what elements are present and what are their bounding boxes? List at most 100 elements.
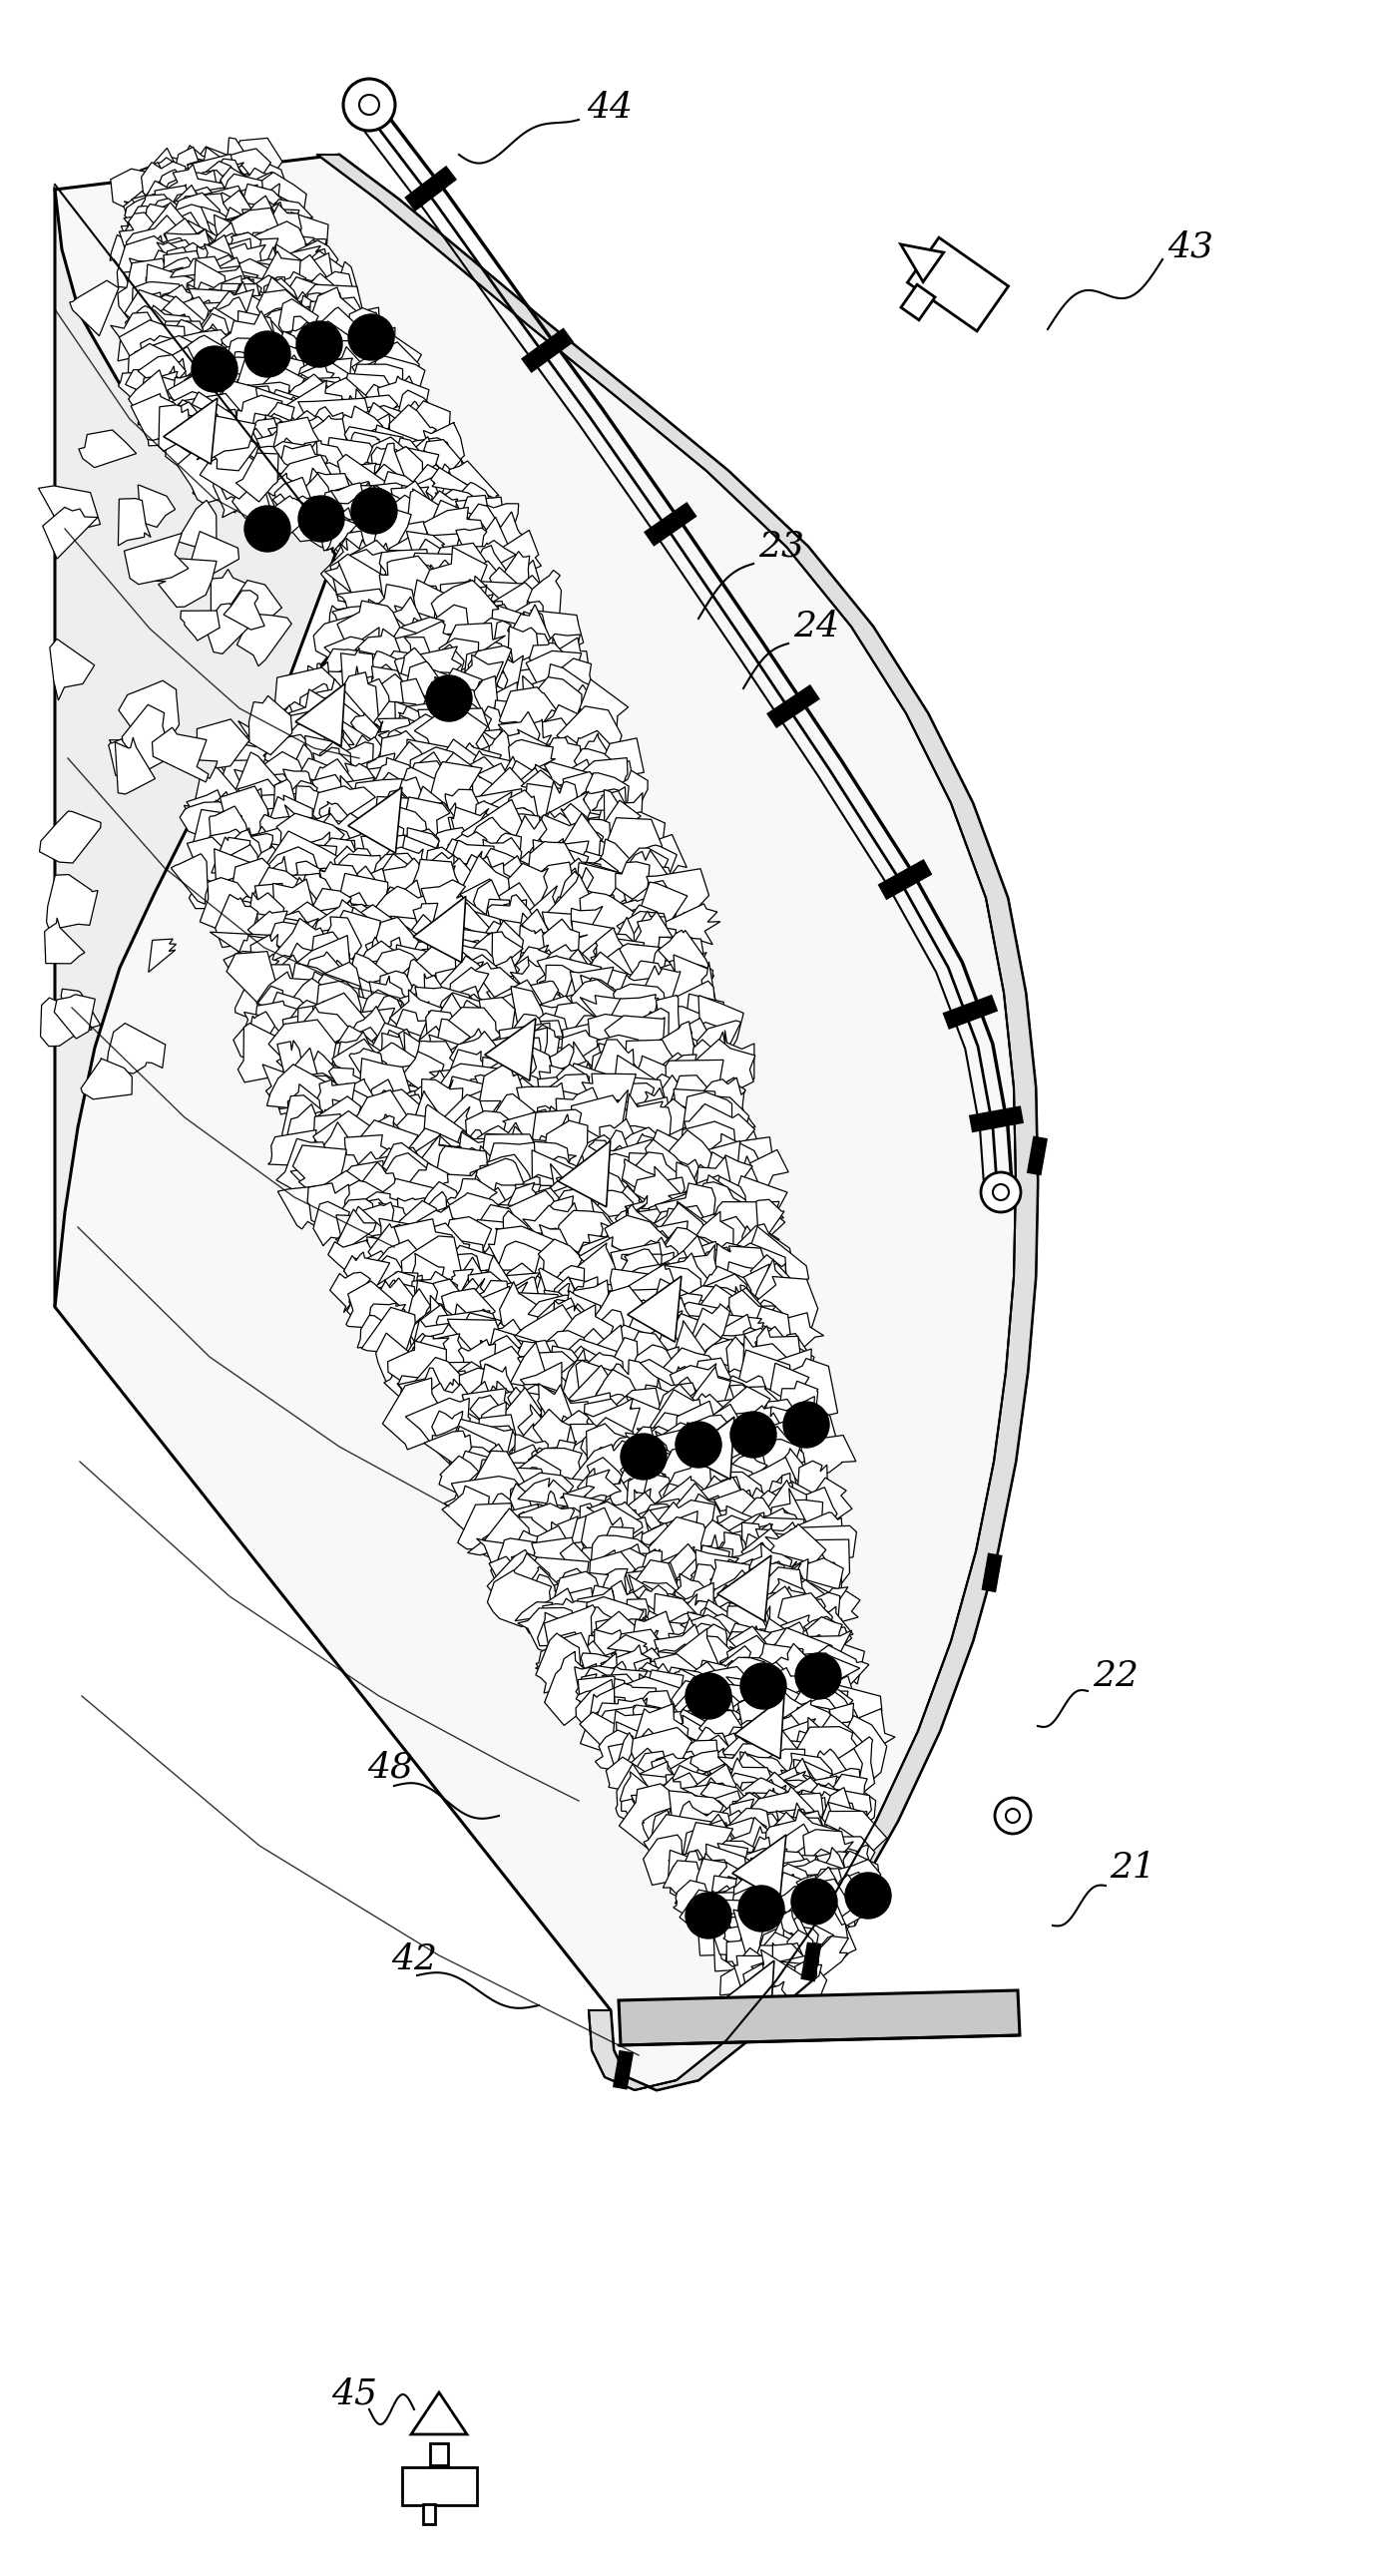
Polygon shape bbox=[653, 904, 720, 945]
Polygon shape bbox=[227, 770, 287, 817]
Polygon shape bbox=[301, 417, 341, 459]
Polygon shape bbox=[529, 644, 574, 680]
Polygon shape bbox=[278, 724, 338, 768]
Polygon shape bbox=[220, 386, 278, 412]
Polygon shape bbox=[676, 1314, 725, 1347]
Polygon shape bbox=[196, 314, 229, 345]
Polygon shape bbox=[368, 1303, 405, 1342]
Polygon shape bbox=[459, 742, 502, 786]
Polygon shape bbox=[602, 1564, 649, 1613]
Polygon shape bbox=[539, 1267, 572, 1319]
Polygon shape bbox=[247, 912, 287, 953]
Polygon shape bbox=[695, 1669, 727, 1695]
Polygon shape bbox=[482, 884, 544, 943]
Polygon shape bbox=[224, 428, 293, 489]
Polygon shape bbox=[691, 1842, 730, 1883]
Polygon shape bbox=[585, 773, 629, 819]
Polygon shape bbox=[300, 1123, 361, 1182]
Polygon shape bbox=[706, 1337, 745, 1373]
Polygon shape bbox=[368, 938, 404, 981]
Polygon shape bbox=[703, 1401, 747, 1443]
Polygon shape bbox=[316, 1110, 360, 1151]
Polygon shape bbox=[172, 198, 217, 237]
Polygon shape bbox=[697, 1600, 741, 1654]
Polygon shape bbox=[508, 912, 556, 958]
Polygon shape bbox=[164, 407, 217, 459]
Polygon shape bbox=[808, 1592, 840, 1623]
Polygon shape bbox=[253, 350, 298, 392]
Polygon shape bbox=[183, 374, 234, 433]
Polygon shape bbox=[796, 1461, 831, 1517]
Polygon shape bbox=[282, 744, 320, 801]
Polygon shape bbox=[183, 283, 227, 319]
Polygon shape bbox=[736, 1337, 785, 1388]
Polygon shape bbox=[556, 706, 622, 768]
Polygon shape bbox=[500, 706, 539, 734]
Polygon shape bbox=[776, 1677, 833, 1731]
Polygon shape bbox=[574, 1667, 636, 1718]
Polygon shape bbox=[794, 1857, 833, 1909]
Polygon shape bbox=[213, 848, 262, 896]
Polygon shape bbox=[187, 147, 257, 219]
Polygon shape bbox=[713, 1164, 750, 1198]
Polygon shape bbox=[539, 1239, 583, 1283]
Polygon shape bbox=[55, 155, 1037, 2089]
Polygon shape bbox=[818, 1873, 868, 1929]
Polygon shape bbox=[247, 201, 300, 255]
Polygon shape bbox=[669, 1790, 723, 1847]
Polygon shape bbox=[541, 1582, 552, 1620]
Polygon shape bbox=[150, 191, 181, 234]
Polygon shape bbox=[430, 471, 500, 520]
Polygon shape bbox=[265, 198, 313, 237]
Polygon shape bbox=[216, 894, 258, 948]
Polygon shape bbox=[691, 1564, 731, 1613]
Polygon shape bbox=[677, 1749, 727, 1783]
Polygon shape bbox=[191, 260, 234, 332]
Polygon shape bbox=[638, 994, 682, 1066]
Polygon shape bbox=[304, 685, 350, 716]
Polygon shape bbox=[754, 1716, 820, 1780]
Polygon shape bbox=[591, 1048, 642, 1103]
Polygon shape bbox=[387, 778, 431, 819]
Polygon shape bbox=[742, 1605, 769, 1649]
Polygon shape bbox=[466, 1159, 528, 1221]
Polygon shape bbox=[646, 868, 709, 930]
Polygon shape bbox=[301, 1097, 361, 1154]
Polygon shape bbox=[701, 1571, 778, 1623]
Polygon shape bbox=[225, 273, 273, 304]
Polygon shape bbox=[240, 173, 279, 209]
Polygon shape bbox=[577, 904, 636, 956]
Polygon shape bbox=[429, 559, 459, 592]
Polygon shape bbox=[708, 1602, 743, 1649]
Polygon shape bbox=[489, 814, 547, 863]
Polygon shape bbox=[746, 1978, 785, 2038]
Polygon shape bbox=[765, 1646, 797, 1692]
Polygon shape bbox=[734, 1909, 785, 1968]
Polygon shape bbox=[635, 1489, 654, 1530]
Polygon shape bbox=[504, 1463, 545, 1499]
Polygon shape bbox=[291, 438, 333, 487]
Polygon shape bbox=[544, 1605, 595, 1667]
Polygon shape bbox=[547, 1345, 580, 1406]
Polygon shape bbox=[739, 1880, 800, 1922]
Polygon shape bbox=[260, 438, 313, 495]
Polygon shape bbox=[276, 443, 327, 497]
Polygon shape bbox=[350, 1059, 387, 1103]
Polygon shape bbox=[280, 963, 331, 1018]
Polygon shape bbox=[471, 848, 540, 912]
Polygon shape bbox=[495, 698, 529, 729]
Polygon shape bbox=[824, 1710, 867, 1757]
Polygon shape bbox=[460, 518, 518, 572]
Polygon shape bbox=[768, 1427, 822, 1476]
Polygon shape bbox=[331, 482, 371, 536]
Polygon shape bbox=[779, 1862, 822, 1901]
Polygon shape bbox=[643, 1023, 699, 1087]
Polygon shape bbox=[826, 1860, 878, 1904]
Polygon shape bbox=[694, 1448, 730, 1481]
Polygon shape bbox=[742, 1528, 785, 1577]
Polygon shape bbox=[547, 1432, 600, 1484]
Polygon shape bbox=[190, 878, 236, 917]
Polygon shape bbox=[309, 477, 353, 515]
Polygon shape bbox=[705, 1463, 747, 1512]
Polygon shape bbox=[617, 1690, 683, 1754]
